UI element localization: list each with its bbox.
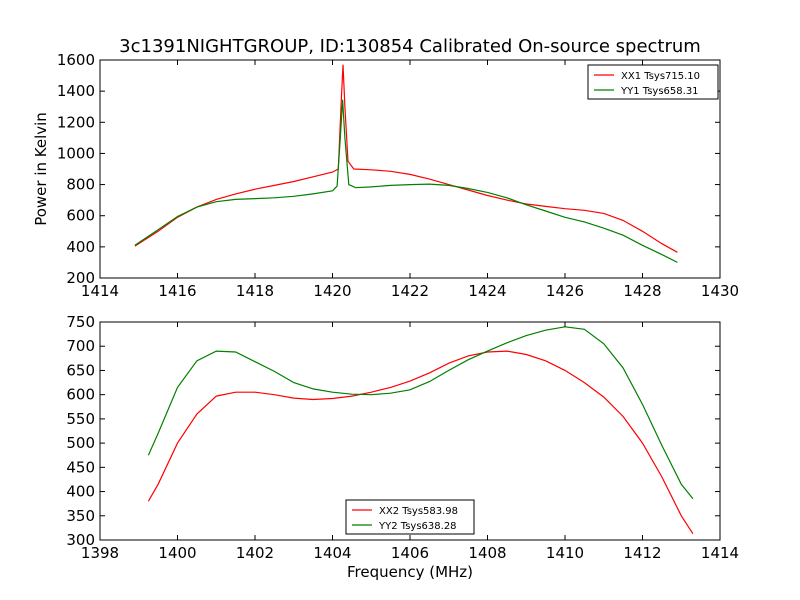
y-tick-label: 1600 xyxy=(57,51,95,69)
series-line-2 xyxy=(134,99,678,263)
legend-entry: XX2 Tsys583.98 xyxy=(379,506,458,517)
x-tick-label: 1412 xyxy=(623,544,661,562)
series-line-1 xyxy=(147,350,694,535)
x-tick-label: 1402 xyxy=(236,544,274,562)
x-tick-label: 1418 xyxy=(236,282,274,300)
bottom-chart: 1398 1400 1402 1404 1406 1408 1410 1412 1414 300 3… xyxy=(66,313,739,581)
x-tick-label: 1416 xyxy=(158,282,196,300)
y-tick-label: 550 xyxy=(66,410,95,428)
legend: XX1 Tsys715.10 YY1 Tsys658.31 xyxy=(587,64,719,100)
top-chart: 1414 1416 1418 1420 1422 1424 1426 1428 1430 200 4… xyxy=(32,51,739,300)
x-tick-label: 1398 xyxy=(81,544,119,562)
x-tick-label: 1420 xyxy=(313,282,351,300)
series-line-1 xyxy=(134,64,678,253)
legend-entry: XX1 Tsys715.10 xyxy=(621,71,700,82)
chart-title: 3c1391NIGHTGROUP, ID:130854 Calibrated O… xyxy=(119,36,701,57)
x-tick-label: 1424 xyxy=(468,282,506,300)
y-axis-label: Power in Kelvin xyxy=(32,112,50,226)
y-tick-label: 350 xyxy=(66,507,95,525)
x-tick-label: 1410 xyxy=(546,544,584,562)
y-tick-label: 600 xyxy=(66,207,95,225)
y-tick-label: 1200 xyxy=(57,113,95,131)
x-tick-label: 1422 xyxy=(391,282,429,300)
y-tick-label: 1000 xyxy=(57,144,95,162)
x-tick-label: 1400 xyxy=(158,544,196,562)
y-tick-label: 500 xyxy=(66,434,95,452)
legend-entry: YY2 Tsys638.28 xyxy=(378,521,457,532)
legend-box xyxy=(345,499,475,535)
x-tick-label: 1408 xyxy=(468,544,506,562)
x-tick-label: 1414 xyxy=(81,282,119,300)
x-tick-label: 1426 xyxy=(546,282,584,300)
x-tick-label: 1406 xyxy=(391,544,429,562)
y-tick-label: 750 xyxy=(66,313,95,331)
x-tick-label: 1430 xyxy=(701,282,739,300)
y-tick-label: 400 xyxy=(66,238,95,256)
y-tick-label: 1400 xyxy=(57,82,95,100)
x-tick-label: 1404 xyxy=(313,544,351,562)
legend: XX2 Tsys583.98 YY2 Tsys638.28 xyxy=(345,499,475,535)
x-tick-label: 1414 xyxy=(701,544,739,562)
y-tick-label: 600 xyxy=(66,386,95,404)
legend-box xyxy=(587,64,719,100)
y-tick-label: 300 xyxy=(66,531,95,549)
x-tick-label: 1428 xyxy=(623,282,661,300)
legend-entry: YY1 Tsys658.31 xyxy=(620,86,699,97)
y-tick-label: 450 xyxy=(66,458,95,476)
y-tick-label: 800 xyxy=(66,176,95,194)
y-tick-label: 700 xyxy=(66,337,95,355)
x-axis-label: Frequency (MHz) xyxy=(347,563,473,581)
y-tick-label: 200 xyxy=(66,269,95,287)
series-line-2 xyxy=(147,326,694,500)
y-tick-label: 400 xyxy=(66,483,95,501)
y-tick-label: 650 xyxy=(66,361,95,379)
